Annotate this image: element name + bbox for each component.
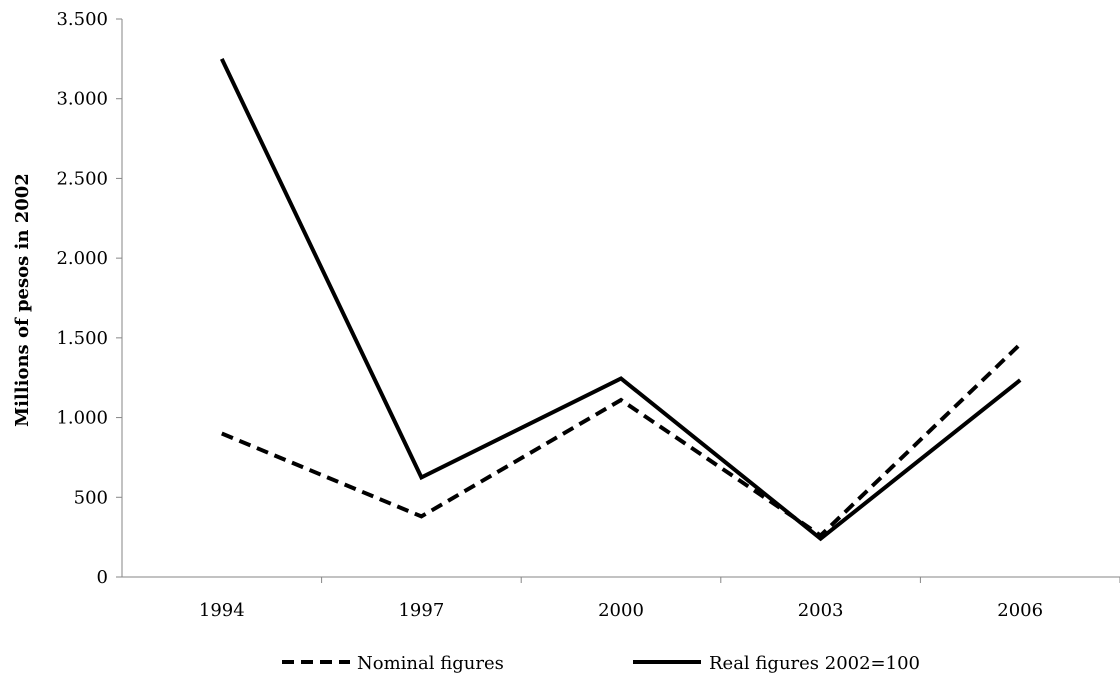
series-line-nominal: [221, 342, 1022, 539]
y-tick-label: 2.500: [56, 168, 108, 189]
x-tick-label: 2000: [598, 600, 644, 621]
x-tick-label: 2006: [997, 600, 1043, 621]
y-tick-label: 3.000: [56, 89, 108, 110]
legend: Nominal figures Real figures 2002=100: [282, 653, 920, 674]
y-tick-label: 500: [74, 487, 108, 508]
x-axis-ticks: 1994 1997 2000 2003 2006: [199, 577, 1120, 621]
legend-label: Nominal figures: [357, 653, 504, 674]
x-tick-label: 2003: [798, 600, 844, 621]
y-tick-label: 1.500: [56, 328, 108, 349]
y-tick-label: 3.500: [56, 9, 108, 30]
series-line-real: [219, 58, 1022, 542]
x-tick-label: 1994: [199, 600, 245, 621]
legend-label: Real figures 2002=100: [709, 653, 920, 674]
y-tick-label: 2.000: [56, 248, 108, 269]
x-tick-label: 1997: [398, 600, 444, 621]
series-lines: [219, 58, 1022, 542]
chart-axes: [121, 19, 1120, 578]
y-tick-label: 1.000: [56, 408, 108, 429]
y-axis-title: Millions of pesos in 2002: [12, 173, 33, 427]
y-axis-ticks: 0 500 1.000 1.500 2.000 2.500 3.000 3.500: [56, 9, 122, 588]
y-tick-label: 0: [97, 567, 108, 588]
